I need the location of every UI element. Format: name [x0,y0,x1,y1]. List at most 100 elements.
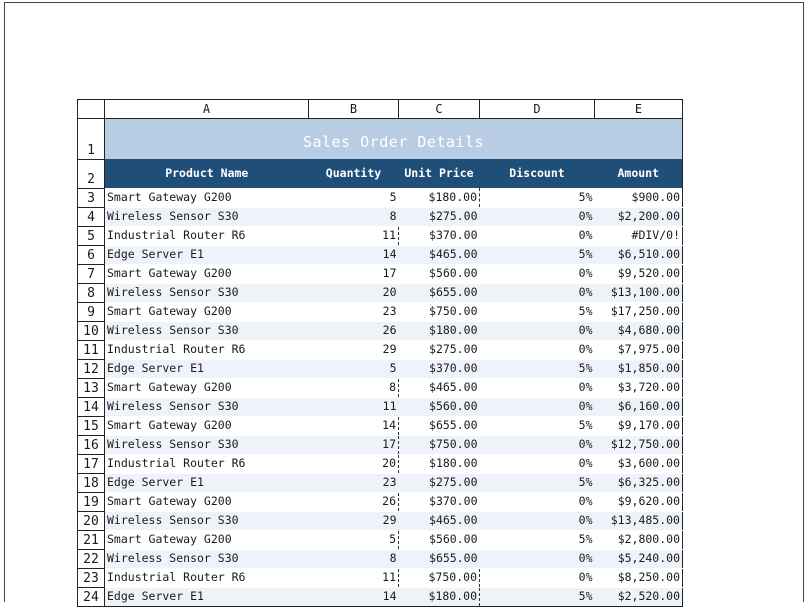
amount-cell[interactable]: $9,170.00 [594,416,683,436]
discount-cell[interactable]: 0% [479,511,595,531]
product-name-cell[interactable]: Edge Server E1 [104,245,309,265]
quantity-cell[interactable]: 8 [308,549,399,569]
unit-price-cell[interactable]: $465.00 [398,245,480,265]
discount-cell[interactable]: 0% [479,283,595,303]
quantity-cell[interactable]: 14 [308,416,399,436]
product-name-cell[interactable]: Wireless Sensor S30 [104,435,309,455]
row-header[interactable]: 4 [77,206,105,227]
discount-cell[interactable]: 0% [479,226,595,246]
product-name-cell[interactable]: Industrial Router R6 [104,568,309,588]
product-name-cell[interactable]: Edge Server E1 [104,587,309,607]
quantity-cell[interactable]: 26 [308,321,399,341]
row-header-1[interactable]: 1 [77,118,105,160]
sheet-title-cell[interactable]: Sales Order Details [104,118,683,159]
amount-cell[interactable]: $3,600.00 [594,454,683,474]
product-name-cell[interactable]: Smart Gateway G200 [104,378,309,398]
row-header[interactable]: 19 [77,491,105,512]
discount-cell[interactable]: 5% [479,473,595,493]
quantity-cell[interactable]: 23 [308,302,399,322]
product-name-cell[interactable]: Wireless Sensor S30 [104,207,309,227]
product-name-cell[interactable]: Smart Gateway G200 [104,264,309,284]
unit-price-cell[interactable]: $655.00 [398,283,480,303]
amount-cell[interactable]: #DIV/0! [594,226,683,246]
amount-cell[interactable]: $12,750.00 [594,435,683,455]
product-name-cell[interactable]: Wireless Sensor S30 [104,283,309,303]
amount-cell[interactable]: $9,520.00 [594,264,683,284]
amount-cell[interactable]: $9,620.00 [594,492,683,512]
header-unit-price[interactable]: Unit Price [398,159,480,188]
discount-cell[interactable]: 0% [479,321,595,341]
unit-price-cell[interactable]: $275.00 [398,207,480,227]
amount-cell[interactable]: $8,250.00 [594,568,683,588]
product-name-cell[interactable]: Smart Gateway G200 [104,530,309,550]
discount-cell[interactable]: 5% [479,359,595,379]
row-header[interactable]: 17 [77,453,105,474]
unit-price-cell[interactable]: $750.00 [398,302,480,322]
discount-cell[interactable]: 5% [479,302,595,322]
quantity-cell[interactable]: 14 [308,587,399,607]
discount-cell[interactable]: 0% [479,568,595,588]
header-product-name[interactable]: Product Name [104,159,309,188]
row-header[interactable]: 11 [77,339,105,360]
row-header[interactable]: 21 [77,529,105,550]
unit-price-cell[interactable]: $275.00 [398,340,480,360]
column-header-c[interactable]: C [398,99,480,119]
product-name-cell[interactable]: Smart Gateway G200 [104,302,309,322]
quantity-cell[interactable]: 17 [308,264,399,284]
row-header[interactable]: 18 [77,472,105,493]
product-name-cell[interactable]: Smart Gateway G200 [104,416,309,436]
quantity-cell[interactable]: 14 [308,245,399,265]
quantity-cell[interactable]: 8 [308,207,399,227]
discount-cell[interactable]: 5% [479,416,595,436]
header-amount[interactable]: Amount [594,159,683,188]
row-header[interactable]: 12 [77,358,105,379]
amount-cell[interactable]: $7,975.00 [594,340,683,360]
quantity-cell[interactable]: 5 [308,359,399,379]
unit-price-cell[interactable]: $465.00 [398,378,480,398]
quantity-cell[interactable]: 17 [308,435,399,455]
quantity-cell[interactable]: 29 [308,340,399,360]
select-all-corner[interactable] [77,99,105,119]
quantity-cell[interactable]: 20 [308,454,399,474]
discount-cell[interactable]: 0% [479,435,595,455]
amount-cell[interactable]: $17,250.00 [594,302,683,322]
unit-price-cell[interactable]: $370.00 [398,226,480,246]
discount-cell[interactable]: 0% [479,454,595,474]
discount-cell[interactable]: 0% [479,378,595,398]
unit-price-cell[interactable]: $370.00 [398,359,480,379]
product-name-cell[interactable]: Wireless Sensor S30 [104,321,309,341]
discount-cell[interactable]: 0% [479,549,595,569]
quantity-cell[interactable]: 20 [308,283,399,303]
quantity-cell[interactable]: 8 [308,378,399,398]
amount-cell[interactable]: $2,520.00 [594,587,683,607]
quantity-cell[interactable]: 11 [308,397,399,417]
row-header[interactable]: 16 [77,434,105,455]
quantity-cell[interactable]: 26 [308,492,399,512]
row-header-2[interactable]: 2 [77,158,105,189]
header-quantity[interactable]: Quantity [308,159,399,188]
row-header[interactable]: 8 [77,282,105,303]
quantity-cell[interactable]: 5 [308,530,399,550]
product-name-cell[interactable]: Industrial Router R6 [104,454,309,474]
row-header[interactable]: 15 [77,415,105,436]
row-header[interactable]: 22 [77,548,105,569]
discount-cell[interactable]: 0% [479,397,595,417]
discount-cell[interactable]: 5% [479,245,595,265]
product-name-cell[interactable]: Wireless Sensor S30 [104,511,309,531]
discount-cell[interactable]: 0% [479,340,595,360]
amount-cell[interactable]: $5,240.00 [594,549,683,569]
discount-cell[interactable]: 5% [479,188,595,208]
unit-price-cell[interactable]: $180.00 [398,188,480,208]
row-header[interactable]: 9 [77,301,105,322]
row-header[interactable]: 5 [77,225,105,246]
amount-cell[interactable]: $13,485.00 [594,511,683,531]
unit-price-cell[interactable]: $180.00 [398,321,480,341]
discount-cell[interactable]: 0% [479,264,595,284]
row-header[interactable]: 14 [77,396,105,417]
quantity-cell[interactable]: 23 [308,473,399,493]
column-header-b[interactable]: B [308,99,399,119]
quantity-cell[interactable]: 11 [308,568,399,588]
unit-price-cell[interactable]: $370.00 [398,492,480,512]
unit-price-cell[interactable]: $560.00 [398,264,480,284]
row-header[interactable]: 3 [77,187,105,208]
